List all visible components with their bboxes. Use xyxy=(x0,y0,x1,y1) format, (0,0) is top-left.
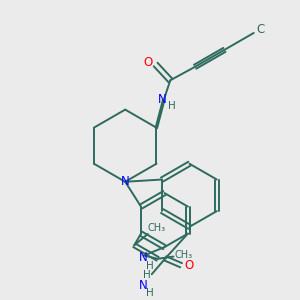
Text: H: H xyxy=(143,270,151,280)
Text: H: H xyxy=(146,288,153,298)
Text: N: N xyxy=(138,279,147,292)
Text: N: N xyxy=(158,93,167,106)
Text: N: N xyxy=(121,175,130,188)
Text: O: O xyxy=(143,56,152,69)
Text: N: N xyxy=(139,251,147,264)
Text: H: H xyxy=(146,261,154,271)
Text: C: C xyxy=(256,23,265,36)
Text: CH₃: CH₃ xyxy=(148,224,166,233)
Text: O: O xyxy=(184,259,194,272)
Text: CH₃: CH₃ xyxy=(175,250,193,260)
Text: H: H xyxy=(167,101,175,111)
